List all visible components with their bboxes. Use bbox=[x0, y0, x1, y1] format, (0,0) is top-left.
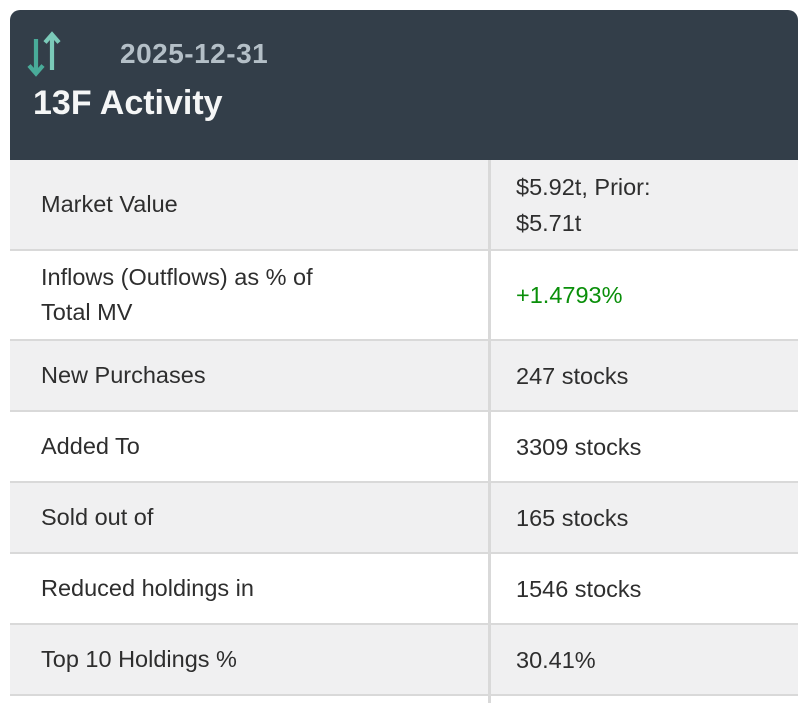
positive-change-value: +1.4793% bbox=[516, 282, 623, 308]
row-value: 165 stocks bbox=[488, 483, 798, 552]
card-title: 13F Activity bbox=[33, 84, 223, 122]
row-value: 3309 stocks bbox=[488, 412, 798, 481]
row-value: 247 stocks bbox=[488, 341, 798, 410]
row-value: 30.41% bbox=[488, 625, 798, 694]
card-header: 2025-12-31 13F Activity bbox=[10, 10, 798, 160]
table-row-reduced-holdings: Reduced holdings in 1546 stocks bbox=[10, 552, 798, 623]
row-label: Top 10 Holdings % bbox=[41, 646, 237, 672]
table-row-new-purchases: New Purchases 247 stocks bbox=[10, 339, 798, 410]
table-row-top10-holdings: Top 10 Holdings % 30.41% bbox=[10, 623, 798, 694]
row-label: Sold out of bbox=[41, 504, 154, 530]
row-label: Inflows (Outflows) as % of Total MV bbox=[41, 264, 313, 325]
13f-activity-card: 2025-12-31 13F Activity Market Value $5.… bbox=[10, 10, 798, 703]
table-row-market-value: Market Value $5.92t, Prior: $5.71t bbox=[10, 160, 798, 249]
table-row-partial bbox=[10, 694, 798, 703]
swap-vertical-icon[interactable] bbox=[25, 28, 63, 80]
row-label: Reduced holdings in bbox=[41, 575, 254, 601]
table-row-sold-out-of: Sold out of 165 stocks bbox=[10, 481, 798, 552]
row-value: $5.92t, Prior: $5.71t bbox=[488, 160, 798, 249]
table-row-inflows-outflows: Inflows (Outflows) as % of Total MV +1.4… bbox=[10, 249, 798, 339]
row-label: Added To bbox=[41, 433, 140, 459]
row-value: +1.4793% bbox=[488, 251, 798, 339]
row-value: 1546 stocks bbox=[488, 554, 798, 623]
report-date[interactable]: 2025-12-31 bbox=[120, 38, 269, 69]
date-sort-header[interactable]: 2025-12-31 bbox=[25, 28, 798, 80]
table-row-added-to: Added To 3309 stocks bbox=[10, 410, 798, 481]
stats-table: Market Value $5.92t, Prior: $5.71t Inflo… bbox=[10, 160, 798, 703]
row-label: New Purchases bbox=[41, 362, 206, 388]
row-label: Market Value bbox=[41, 191, 178, 217]
